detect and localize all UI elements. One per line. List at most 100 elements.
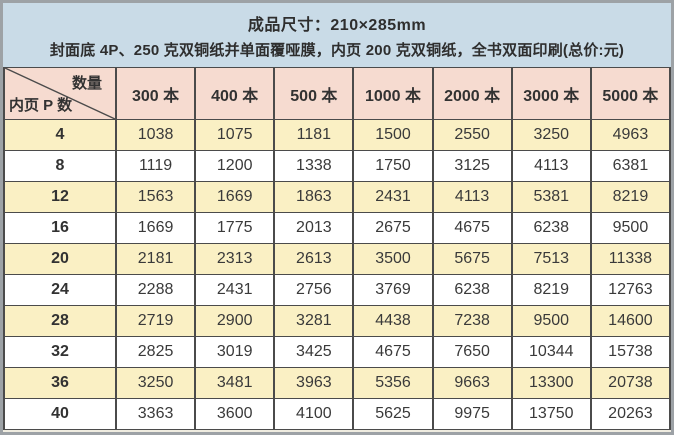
row-header-pages: 12 xyxy=(3,181,117,213)
price-cell: 4675 xyxy=(431,212,513,244)
price-cell: 1075 xyxy=(194,119,276,151)
price-cell: 5356 xyxy=(352,367,434,399)
column-header: 3000 本 xyxy=(510,67,592,120)
column-header: 5000 本 xyxy=(589,67,671,120)
table-row: 24 2288 2431 2756 3769 6238 8219 12763 xyxy=(3,274,671,306)
corner-cell: 数量 内页 P 数 xyxy=(3,67,117,120)
price-cell: 1669 xyxy=(114,212,197,244)
price-cell: 2756 xyxy=(273,274,355,306)
price-cell: 2900 xyxy=(194,305,276,337)
price-cell: 13750 xyxy=(510,398,592,430)
price-cell: 7650 xyxy=(431,336,513,368)
price-cell: 9500 xyxy=(510,305,592,337)
price-cell: 1181 xyxy=(273,119,355,151)
price-cell: 5381 xyxy=(510,181,592,213)
column-header: 400 本 xyxy=(194,67,276,120)
column-header: 300 本 xyxy=(114,67,197,120)
price-cell: 2675 xyxy=(352,212,434,244)
table-header-row: 数量 内页 P 数 300 本 400 本 500 本 1000 本 2000 本 300… xyxy=(3,67,671,120)
price-cell: 5625 xyxy=(352,398,434,430)
price-cell: 3019 xyxy=(194,336,276,368)
row-header-pages: 4 xyxy=(3,119,117,151)
price-cell: 11338 xyxy=(589,243,671,275)
price-cell: 4100 xyxy=(273,398,355,430)
price-cell: 3250 xyxy=(510,119,592,151)
table-row: 28 2719 2900 3281 4438 7238 9500 14600 xyxy=(3,305,671,337)
price-cell: 3963 xyxy=(273,367,355,399)
price-cell: 20263 xyxy=(589,398,671,430)
price-cell: 14600 xyxy=(589,305,671,337)
row-header-pages: 40 xyxy=(3,398,117,430)
table-row: 12 1563 1669 1863 2431 4113 5381 8219 xyxy=(3,181,671,213)
row-header-pages: 36 xyxy=(3,367,117,399)
price-cell: 4675 xyxy=(352,336,434,368)
price-cell: 4113 xyxy=(510,150,592,182)
price-cell: 1750 xyxy=(352,150,434,182)
price-cell: 1563 xyxy=(114,181,197,213)
row-header-pages: 8 xyxy=(3,150,117,182)
column-header: 500 本 xyxy=(273,67,355,120)
column-header: 1000 本 xyxy=(352,67,434,120)
row-header-pages: 28 xyxy=(3,305,117,337)
price-cell: 7513 xyxy=(510,243,592,275)
price-cell: 3281 xyxy=(273,305,355,337)
caption-band: 成品尺寸：210×285mm 封面底 4P、250 克双铜纸并单面覆哑膜，内页 … xyxy=(3,3,671,67)
price-cell: 2181 xyxy=(114,243,197,275)
price-cell: 3600 xyxy=(194,398,276,430)
price-cell: 4963 xyxy=(589,119,671,151)
price-cell: 15738 xyxy=(589,336,671,368)
product-size-text: 成品尺寸：210×285mm xyxy=(247,16,427,34)
price-cell: 6238 xyxy=(431,274,513,306)
price-cell: 9663 xyxy=(431,367,513,399)
price-table: 数量 内页 P 数 300 本 400 本 500 本 1000 本 2000 本 300… xyxy=(3,67,671,430)
diagonal-divider xyxy=(5,68,115,119)
corner-label-pages: 内页 P 数 xyxy=(9,97,73,114)
price-cell: 13300 xyxy=(510,367,592,399)
price-cell: 5675 xyxy=(431,243,513,275)
row-header-pages: 32 xyxy=(3,336,117,368)
table-row: 20 2181 2313 2613 3500 5675 7513 11338 xyxy=(3,243,671,275)
price-cell: 2719 xyxy=(114,305,197,337)
price-cell: 3500 xyxy=(352,243,434,275)
price-cell: 2431 xyxy=(194,274,276,306)
price-cell: 2313 xyxy=(194,243,276,275)
price-cell: 6238 xyxy=(510,212,592,244)
price-cell: 3250 xyxy=(114,367,197,399)
paper-spec-text: 封面底 4P、250 克双铜纸并单面覆哑膜，内页 200 克双铜纸，全书双面印刷… xyxy=(49,41,625,59)
price-cell: 8219 xyxy=(589,181,671,213)
price-cell: 3769 xyxy=(352,274,434,306)
table-row: 4 1038 1075 1181 1500 2550 3250 4963 xyxy=(3,119,671,151)
price-cell: 9975 xyxy=(431,398,513,430)
price-cell: 1200 xyxy=(194,150,276,182)
corner-label-quantity: 数量 xyxy=(71,75,102,92)
table-row: 36 3250 3481 3963 5356 9663 13300 20738 xyxy=(3,367,671,399)
row-header-pages: 20 xyxy=(3,243,117,275)
price-cell: 10344 xyxy=(510,336,592,368)
price-cell: 1338 xyxy=(273,150,355,182)
price-cell: 9500 xyxy=(589,212,671,244)
table-row: 8 1119 1200 1338 1750 3125 4113 6381 xyxy=(3,150,671,182)
column-header: 2000 本 xyxy=(431,67,513,120)
price-cell: 3425 xyxy=(273,336,355,368)
price-cell: 1669 xyxy=(194,181,276,213)
price-cell: 4438 xyxy=(352,305,434,337)
table-body: 4 1038 1075 1181 1500 2550 3250 4963 8 1119 1200 13… xyxy=(3,119,671,430)
price-cell: 6381 xyxy=(589,150,671,182)
price-cell: 1119 xyxy=(114,150,197,182)
price-cell: 12763 xyxy=(589,274,671,306)
table-row: 16 1669 1775 2013 2675 4675 6238 9500 xyxy=(3,212,671,244)
price-cell: 7238 xyxy=(431,305,513,337)
price-cell: 2613 xyxy=(273,243,355,275)
price-cell: 8219 xyxy=(510,274,592,306)
price-cell: 2825 xyxy=(114,336,197,368)
row-header-pages: 24 xyxy=(3,274,117,306)
price-cell: 4113 xyxy=(431,181,513,213)
price-cell: 3363 xyxy=(114,398,197,430)
row-header-pages: 16 xyxy=(3,212,117,244)
price-cell: 1500 xyxy=(352,119,434,151)
price-cell: 1038 xyxy=(114,119,197,151)
price-cell: 1863 xyxy=(273,181,355,213)
table-row: 32 2825 3019 3425 4675 7650 10344 15738 xyxy=(3,336,671,368)
price-cell: 2288 xyxy=(114,274,197,306)
